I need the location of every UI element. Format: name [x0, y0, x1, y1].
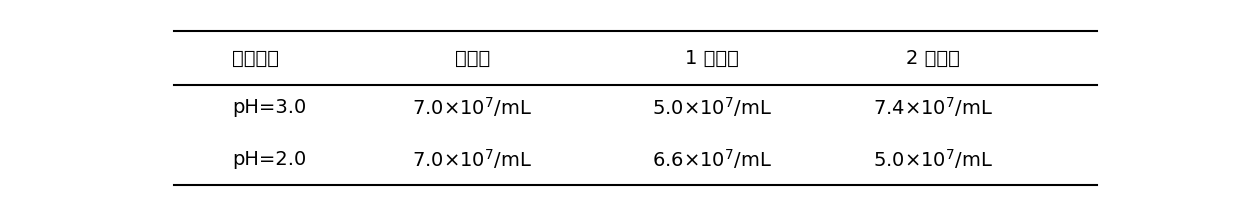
Text: 7.0$\times$$10^{7}$/mL: 7.0$\times$$10^{7}$/mL: [412, 95, 532, 119]
Text: 2 小时后: 2 小时后: [906, 49, 960, 68]
Text: pH=3.0: pH=3.0: [232, 98, 306, 117]
Text: 测试前: 测试前: [455, 49, 490, 68]
Text: 7.0$\times$$10^{7}$/mL: 7.0$\times$$10^{7}$/mL: [412, 147, 532, 171]
Text: 酸性条件: 酸性条件: [232, 49, 279, 68]
Text: 1 小时后: 1 小时后: [686, 49, 739, 68]
Text: 7.4$\times$$10^{7}$/mL: 7.4$\times$$10^{7}$/mL: [873, 95, 993, 119]
Text: 5.0$\times$$10^{7}$/mL: 5.0$\times$$10^{7}$/mL: [873, 147, 993, 171]
Text: pH=2.0: pH=2.0: [232, 150, 306, 169]
Text: 5.0$\times$$10^{7}$/mL: 5.0$\times$$10^{7}$/mL: [652, 95, 773, 119]
Text: 6.6$\times$$10^{7}$/mL: 6.6$\times$$10^{7}$/mL: [652, 147, 773, 171]
